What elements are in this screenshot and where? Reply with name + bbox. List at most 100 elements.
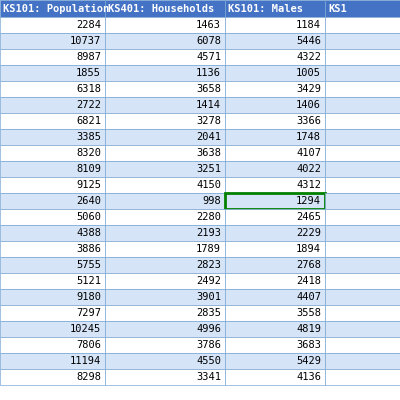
Bar <box>225 49 325 65</box>
Bar <box>105 145 225 161</box>
Text: 3385: 3385 <box>76 132 101 142</box>
Bar <box>225 241 325 257</box>
Bar <box>0 17 105 33</box>
Text: 4571: 4571 <box>196 52 221 62</box>
Text: 10737: 10737 <box>70 36 101 46</box>
Text: 4150: 4150 <box>196 180 221 190</box>
Text: 3638: 3638 <box>196 148 221 158</box>
Bar <box>325 321 400 337</box>
Text: 3366: 3366 <box>296 116 321 126</box>
Text: 2823: 2823 <box>196 260 221 270</box>
Bar <box>225 193 325 209</box>
Text: 1136: 1136 <box>196 68 221 78</box>
Text: 7297: 7297 <box>76 308 101 318</box>
Bar <box>105 337 225 353</box>
Bar <box>0 337 105 353</box>
Text: 2640: 2640 <box>76 196 101 206</box>
Text: 2768: 2768 <box>296 260 321 270</box>
Text: 5429: 5429 <box>296 356 321 366</box>
Bar <box>325 337 400 353</box>
Bar <box>105 177 225 193</box>
Text: 1005: 1005 <box>296 68 321 78</box>
Bar <box>0 273 105 289</box>
Bar <box>225 81 325 97</box>
Bar <box>105 161 225 177</box>
Bar <box>0 161 105 177</box>
Bar <box>325 0 400 17</box>
Bar <box>225 193 325 209</box>
Text: 4022: 4022 <box>296 164 321 174</box>
Text: KS101: Males: KS101: Males <box>228 4 303 14</box>
Text: 3683: 3683 <box>296 340 321 350</box>
Bar <box>325 353 400 369</box>
Bar <box>225 113 325 129</box>
Bar <box>325 305 400 321</box>
Text: 4819: 4819 <box>296 324 321 334</box>
Text: 5060: 5060 <box>76 212 101 222</box>
Text: 2280: 2280 <box>196 212 221 222</box>
Bar <box>0 177 105 193</box>
Text: 2284: 2284 <box>76 20 101 30</box>
Text: 3786: 3786 <box>196 340 221 350</box>
Bar <box>0 305 105 321</box>
Text: 4322: 4322 <box>296 52 321 62</box>
Text: 2229: 2229 <box>296 228 321 238</box>
Text: 2722: 2722 <box>76 100 101 110</box>
Text: 8987: 8987 <box>76 52 101 62</box>
Bar <box>0 97 105 113</box>
Bar <box>0 65 105 81</box>
Text: 6078: 6078 <box>196 36 221 46</box>
Bar <box>0 289 105 305</box>
Bar <box>105 65 225 81</box>
Bar <box>225 161 325 177</box>
Bar <box>0 113 105 129</box>
Text: 1414: 1414 <box>196 100 221 110</box>
Bar <box>105 97 225 113</box>
Text: 1789: 1789 <box>196 244 221 254</box>
Bar <box>0 145 105 161</box>
Text: 3658: 3658 <box>196 84 221 94</box>
Bar <box>225 337 325 353</box>
Bar <box>0 0 105 17</box>
Text: 4312: 4312 <box>296 180 321 190</box>
Bar <box>105 33 225 49</box>
Text: 4407: 4407 <box>296 292 321 302</box>
Bar <box>105 129 225 145</box>
Text: 4107: 4107 <box>296 148 321 158</box>
Bar <box>0 225 105 241</box>
Bar <box>225 65 325 81</box>
Bar <box>105 353 225 369</box>
Text: 998: 998 <box>202 196 221 206</box>
Text: 8298: 8298 <box>76 372 101 382</box>
Bar <box>225 289 325 305</box>
Bar <box>225 209 325 225</box>
Text: 8109: 8109 <box>76 164 101 174</box>
Text: 4388: 4388 <box>76 228 101 238</box>
Bar <box>325 257 400 273</box>
Bar <box>0 369 105 385</box>
Text: KS101: Population: KS101: Population <box>3 4 109 14</box>
Text: 1184: 1184 <box>296 20 321 30</box>
Bar <box>105 17 225 33</box>
Bar <box>225 145 325 161</box>
Bar <box>105 241 225 257</box>
Text: 4136: 4136 <box>296 372 321 382</box>
Bar <box>325 369 400 385</box>
Bar <box>325 241 400 257</box>
Bar <box>105 81 225 97</box>
Text: 1855: 1855 <box>76 68 101 78</box>
Bar <box>325 81 400 97</box>
Text: 4550: 4550 <box>196 356 221 366</box>
Bar <box>225 257 325 273</box>
Bar <box>0 257 105 273</box>
Bar <box>325 113 400 129</box>
Text: 3278: 3278 <box>196 116 221 126</box>
Bar <box>325 49 400 65</box>
Bar <box>325 161 400 177</box>
Bar <box>325 65 400 81</box>
Bar <box>105 49 225 65</box>
Bar <box>325 289 400 305</box>
Text: 4996: 4996 <box>196 324 221 334</box>
Bar <box>105 257 225 273</box>
Bar <box>225 305 325 321</box>
